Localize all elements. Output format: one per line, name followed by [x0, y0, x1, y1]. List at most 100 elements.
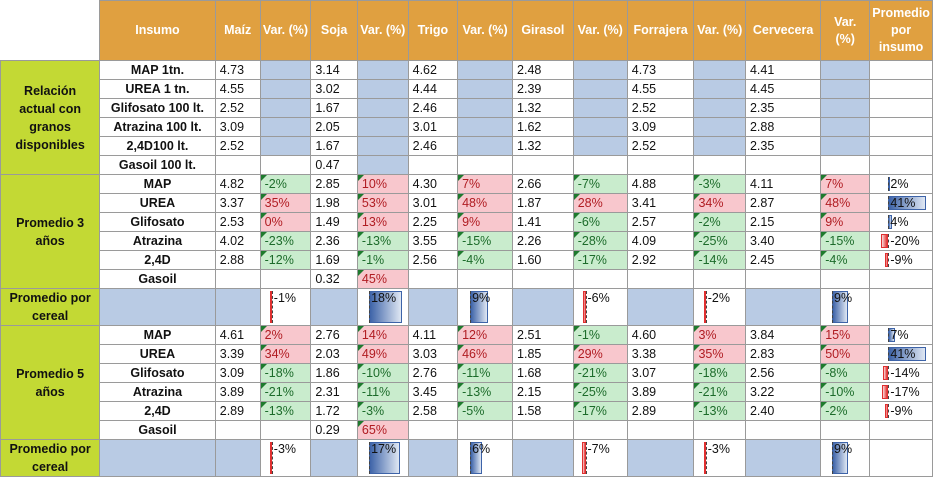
var-cell	[820, 136, 871, 156]
var-cell: -4%	[457, 250, 514, 270]
var-cell	[457, 79, 514, 99]
cereal-avg-cell: -1%	[259, 288, 312, 326]
var-cell: -13%	[693, 401, 746, 421]
cereal-value-spacer	[214, 288, 261, 326]
var-cell: -23%	[259, 231, 312, 251]
cereal-avg-cell: -2%	[693, 288, 746, 326]
avg-cell	[869, 155, 933, 175]
cereal-avg-cell: 17%	[356, 439, 409, 477]
avg-insumo-cell-axis	[888, 404, 890, 418]
table-row: Promedio 5 años MAP 4.61 2% 2.76 14% 4.11 12% 2.…	[0, 325, 933, 440]
value-cell	[744, 420, 822, 440]
insumo-cell: MAP	[99, 325, 216, 345]
value-cell: 2.51	[512, 325, 574, 345]
var-cell: -12%	[259, 250, 312, 270]
header-var-forrajera: Var. (%)	[693, 0, 746, 61]
var-cell	[457, 60, 514, 80]
var-cell	[693, 79, 746, 99]
value-cell: 2.48	[512, 60, 574, 80]
var-cell: -18%	[693, 363, 746, 383]
group-label-cereal: Promedio por cereal	[0, 288, 101, 326]
var-cell	[259, 420, 312, 440]
table-row: 2,4D100 lt. 2.52 1.67 2.46 1.32 2.52 2.35	[1, 136, 933, 156]
var-cell: -21%	[259, 382, 312, 402]
value-cell: 4.82	[214, 174, 261, 194]
var-cell	[820, 420, 871, 440]
cereal-value-spacer	[744, 288, 822, 326]
var-cell	[259, 98, 312, 118]
cereal-avg-cell-axis	[832, 442, 833, 474]
var-cell: 7%	[820, 174, 871, 194]
cereal-avg-cell: -7%	[572, 439, 628, 477]
value-cell: 2.46	[407, 136, 459, 156]
var-cell: -1%	[356, 250, 409, 270]
cereal-avg-cell: -6%	[572, 288, 628, 326]
insumo-cell: Glifosato 100 lt.	[99, 98, 216, 118]
avg-insumo-cell: -20%	[869, 231, 933, 251]
var-cell	[572, 136, 628, 156]
avg-insumo-cell: -9%	[869, 401, 933, 421]
value-cell	[512, 269, 574, 289]
header-trigo: Trigo	[407, 0, 459, 61]
avg-insumo-cell-bar: 2%	[872, 177, 930, 191]
var-cell	[693, 420, 746, 440]
header-forrajera: Forrajera	[626, 0, 695, 61]
cereal-avg-cell-axis	[585, 442, 587, 474]
cereal-value-spacer	[214, 439, 261, 477]
var-cell	[457, 136, 514, 156]
group-label-5-years: Promedio 5 años	[0, 325, 101, 440]
avg-insumo-cell: 7%	[869, 325, 933, 345]
cereal-value-spacer	[744, 439, 822, 477]
value-cell: 2.31	[310, 382, 358, 402]
var-cell	[693, 60, 746, 80]
cereal-avg-cell: 9%	[457, 288, 514, 326]
cereal-avg-cell-fill	[269, 291, 272, 323]
cereal-avg-cell-axis	[585, 291, 587, 323]
insumo-cell: Gasoil 100 lt.	[99, 155, 216, 175]
cereal-avg-cell-label: 9%	[834, 442, 853, 456]
insumo-cell: MAP 1tn.	[99, 60, 216, 80]
avg-insumo-cell-fill	[885, 404, 889, 418]
var-cell	[356, 155, 409, 175]
value-cell: 2.76	[407, 363, 459, 383]
cereal-avg-cell-bar: 18%	[360, 291, 406, 323]
var-cell: -13%	[259, 401, 312, 421]
value-cell: 4.09	[626, 231, 695, 251]
avg-insumo-cell-fill	[882, 385, 889, 399]
var-cell	[820, 269, 871, 289]
value-cell: 2.15	[512, 382, 574, 402]
value-cell: 4.61	[214, 325, 261, 345]
value-cell: 4.60	[626, 325, 695, 345]
cereal-avg-cell-bar: 6%	[460, 442, 510, 474]
cereal-spacer	[99, 439, 216, 477]
var-cell: -2%	[259, 174, 312, 194]
var-cell	[457, 117, 514, 137]
cereal-spacer	[99, 288, 216, 326]
var-cell: 12%	[457, 325, 514, 345]
var-cell: 65%	[356, 420, 409, 440]
cereal-avg-cell-axis	[470, 291, 472, 323]
value-cell: 2.83	[744, 344, 822, 364]
table-row: Promedio 3 años MAP 4.82 -2% 2.85 10% 4.30 7% 2.…	[0, 174, 933, 289]
insumo-cell: Glifosato	[99, 363, 216, 383]
var-cell: 48%	[457, 193, 514, 213]
avg-insumo-cell-bar: -20%	[872, 234, 930, 248]
var-cell: 28%	[572, 193, 628, 213]
corner-cell	[0, 0, 101, 61]
var-cell: 3%	[693, 325, 746, 345]
var-cell	[572, 79, 628, 99]
value-cell: 3.03	[407, 344, 459, 364]
avg-insumo-cell-axis	[888, 234, 890, 248]
value-cell: 2.36	[310, 231, 358, 251]
insumo-cell: UREA	[99, 193, 216, 213]
avg-insumo-cell-bar: -17%	[872, 385, 930, 399]
value-cell: 1.72	[310, 401, 358, 421]
cereal-avg-cell-fill	[582, 291, 586, 323]
value-cell: 1.62	[512, 117, 574, 137]
var-cell: -3%	[356, 401, 409, 421]
header-maiz: Maíz	[214, 0, 261, 61]
value-cell	[407, 420, 459, 440]
var-cell: 15%	[820, 325, 871, 345]
var-cell	[572, 420, 628, 440]
insumo-cell: UREA 1 tn.	[99, 79, 216, 99]
